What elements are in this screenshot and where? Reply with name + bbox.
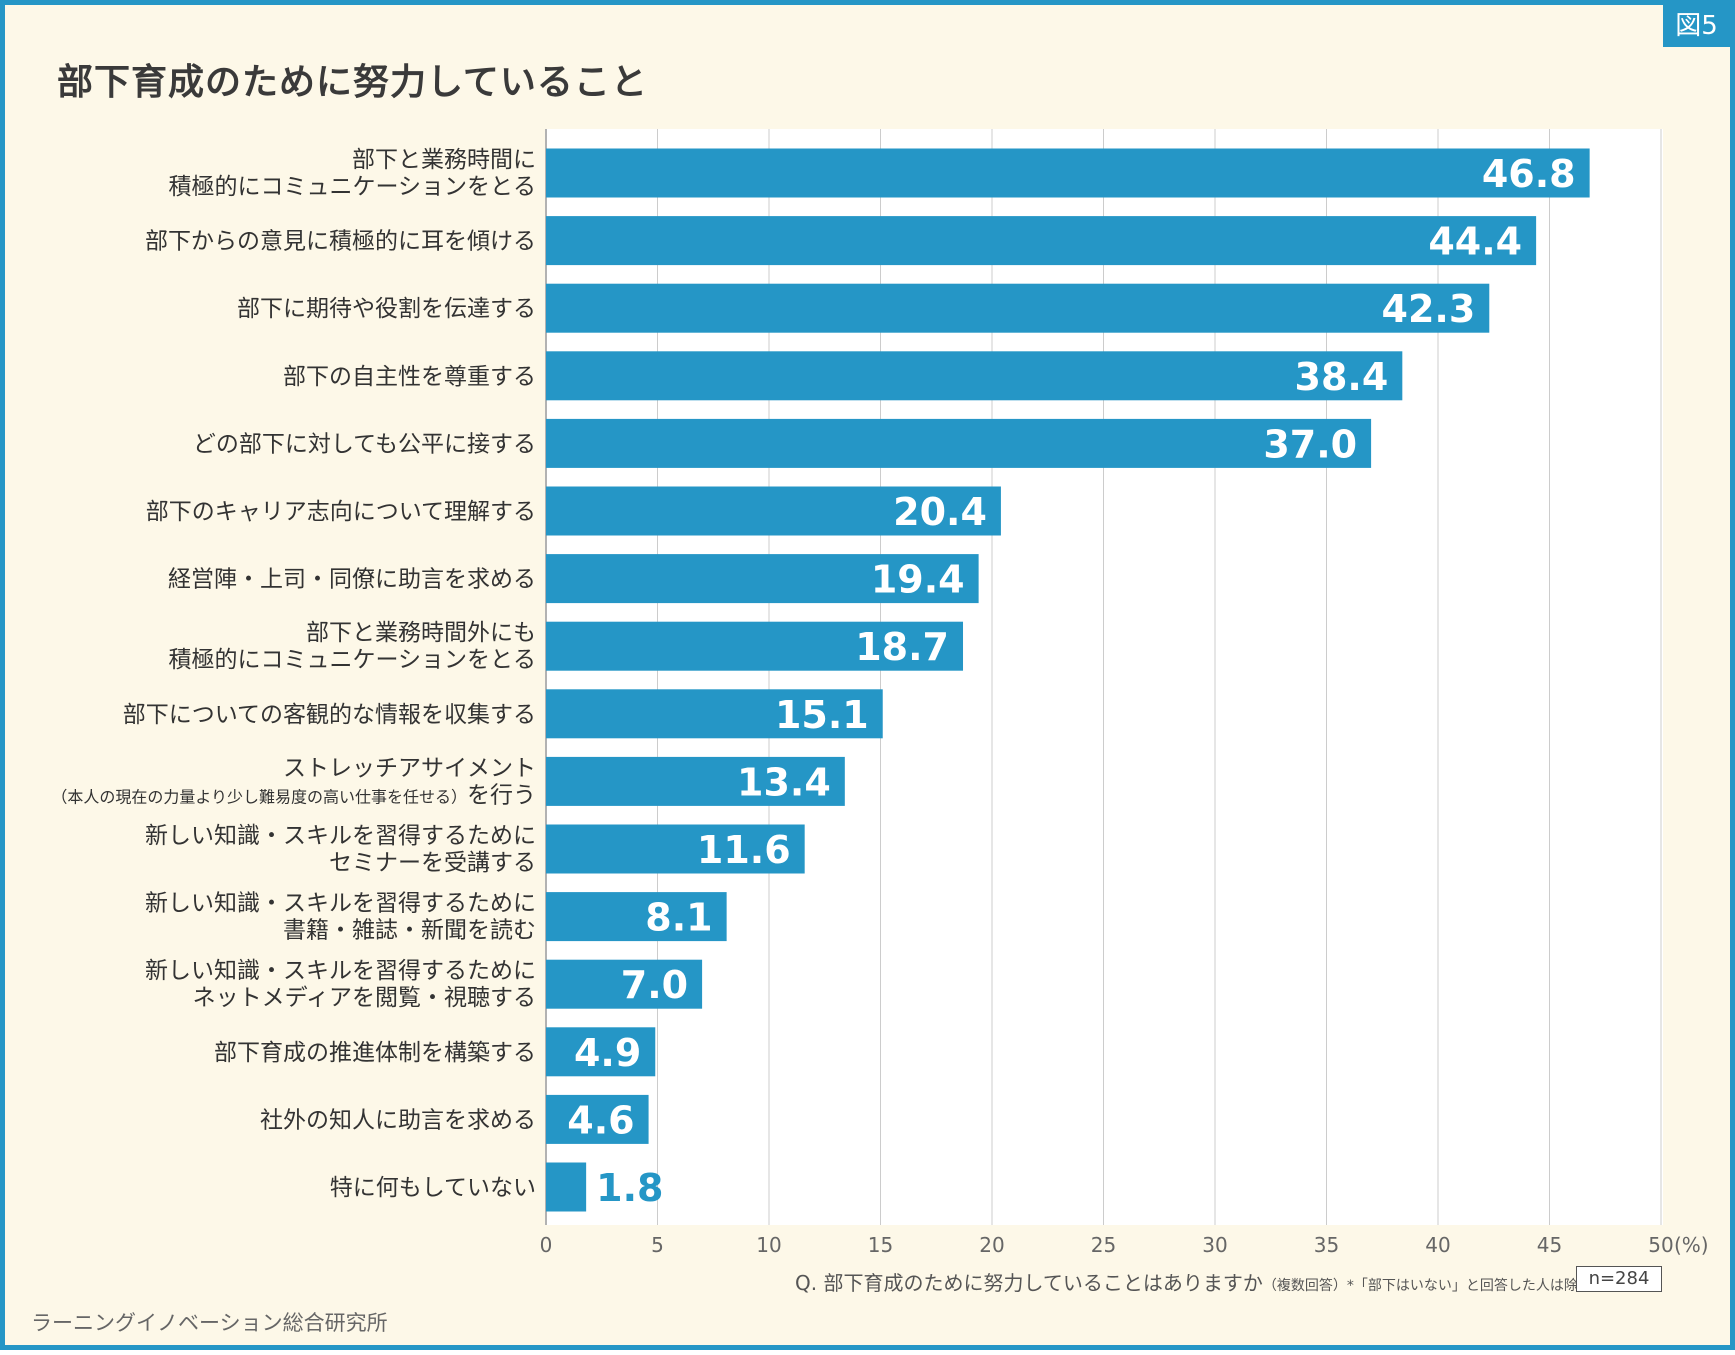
category-label: セミナーを受講する	[329, 850, 536, 876]
bar	[546, 1094, 649, 1144]
bar-chart: 46.8部下と業務時間に積極的にコミュニケーションをとる44.4部下からの意見に…	[51, 129, 1709, 1257]
bar-value-label: 1.8	[596, 1166, 663, 1210]
x-tick-label: 0	[540, 1233, 553, 1257]
category-label: 新しい知識・スキルを習得するために	[145, 891, 536, 917]
category-label: どの部下に対しても公平に接する	[193, 431, 536, 457]
category-label: 積極的にコミュニケーションをとる	[168, 174, 536, 200]
category-label: 部下についての客観的な情報を収集する	[123, 702, 536, 728]
x-tick-label: 30	[1202, 1233, 1227, 1257]
bar	[546, 351, 1403, 401]
bar	[546, 216, 1537, 266]
figure-badge: 図5	[1663, 5, 1730, 47]
x-tick-label: 10	[756, 1233, 781, 1257]
question-note: （複数回答）*「部下はいない」と回答した人は除く	[1262, 1278, 1592, 1294]
x-tick-label: 20	[979, 1233, 1004, 1257]
bar-value-label: 11.6	[697, 828, 791, 872]
question-text: Q. 部下育成のために努力していることはありますか	[795, 1271, 1263, 1295]
bar	[546, 1162, 587, 1212]
bar-value-label: 13.4	[737, 760, 831, 804]
bar-value-label: 7.0	[621, 963, 688, 1007]
category-label-note: （本人の現在の力量より少し難易度の高い仕事を任せる）	[51, 787, 467, 806]
bar	[546, 621, 964, 671]
bar	[546, 892, 727, 942]
bar-value-label: 4.9	[574, 1031, 641, 1075]
bar-value-label: 44.4	[1428, 220, 1522, 264]
category-label-tail: を行う	[467, 782, 536, 808]
category-label: 新しい知識・スキルを習得するために	[145, 958, 536, 984]
x-tick-label: 25	[1091, 1233, 1116, 1257]
bar-value-label: 19.4	[871, 558, 965, 602]
chart-title: 部下育成のために努力していること	[57, 62, 648, 103]
bar-value-label: 38.4	[1295, 355, 1389, 399]
bar-value-label: 8.1	[645, 896, 712, 940]
category-label: 社外の知人に助言を求める	[260, 1107, 536, 1133]
bar-value-label: 46.8	[1482, 152, 1576, 196]
bar	[546, 824, 805, 874]
category-label: 部下と業務時間に	[352, 147, 536, 173]
bar	[546, 959, 703, 1009]
source-credit: ラーニングイノベーション総合研究所	[31, 1311, 388, 1335]
category-label: ストレッチアサイメント	[283, 755, 536, 781]
bar	[546, 283, 1490, 333]
category-label: 経営陣・上司・同僚に助言を求める	[168, 567, 536, 593]
bar	[546, 756, 845, 806]
category-label: 特に何もしていない	[330, 1175, 536, 1201]
category-label: 部下の自主性を尊重する	[283, 364, 536, 390]
x-tick-label: 40	[1425, 1233, 1450, 1257]
category-label: 部下からの意見に積極的に耳を傾ける	[145, 229, 536, 255]
bar	[546, 148, 1590, 198]
bar-value-label: 4.6	[567, 1098, 634, 1142]
bar-value-label: 42.3	[1382, 287, 1476, 331]
bar	[546, 486, 1001, 536]
category-label: 積極的にコミュニケーションをとる	[168, 647, 536, 673]
bar	[546, 554, 979, 604]
bar-value-label: 15.1	[775, 693, 869, 737]
x-tick-label: 15	[868, 1233, 893, 1257]
sample-size-badge: n=284	[1576, 1266, 1662, 1292]
x-tick-label: 45	[1537, 1233, 1562, 1257]
bar	[546, 1027, 656, 1077]
x-tick-label: 35	[1314, 1233, 1339, 1257]
category-label: 部下に期待や役割を伝達する	[237, 296, 536, 322]
category-label: （本人の現在の力量より少し難易度の高い仕事を任せる）を行う	[51, 782, 536, 808]
x-unit-label: (%)	[1674, 1233, 1709, 1257]
x-tick-label: 5	[651, 1233, 664, 1257]
bar-value-label: 18.7	[855, 625, 949, 669]
category-label: 書籍・雑誌・新聞を読む	[283, 918, 536, 944]
bar-value-label: 20.4	[893, 490, 987, 534]
category-label: 部下と業務時間外にも	[306, 620, 536, 646]
category-label: 部下育成の推進体制を構築する	[214, 1040, 536, 1066]
survey-question: Q. 部下育成のために努力していることはありますか（複数回答）*「部下はいない」…	[795, 1267, 1592, 1296]
category-label: 部下のキャリア志向について理解する	[146, 499, 536, 525]
x-tick-label: 50	[1648, 1233, 1673, 1257]
category-label: ネットメディアを閲覧・視聴する	[193, 985, 536, 1011]
bar	[546, 689, 883, 739]
category-label: 新しい知識・スキルを習得するために	[145, 823, 536, 849]
bar	[546, 418, 1372, 468]
bar-value-label: 37.0	[1263, 422, 1357, 466]
